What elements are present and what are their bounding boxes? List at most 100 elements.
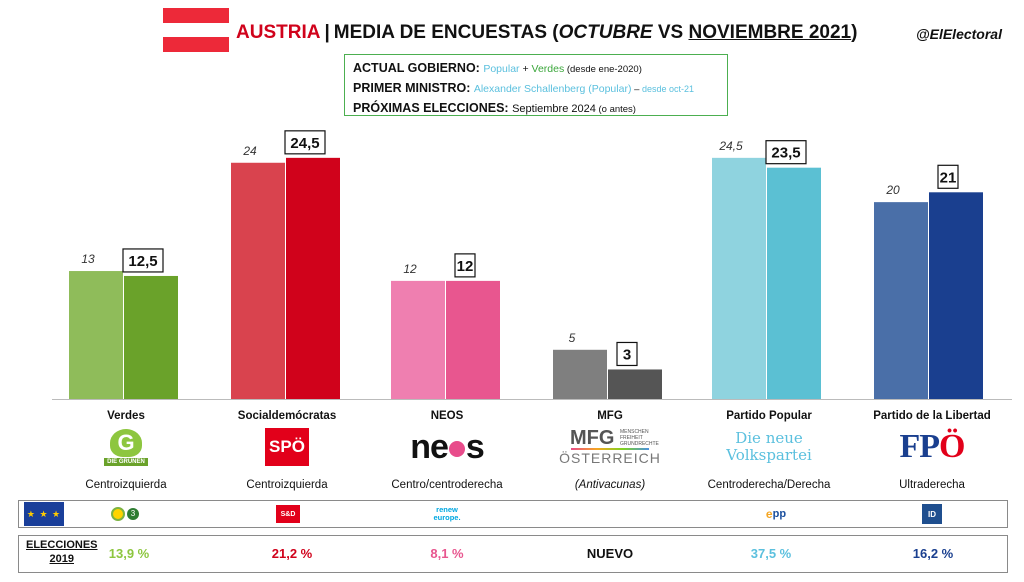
- label-octubre-verdes: 13: [81, 252, 95, 266]
- pm-dash: –: [631, 84, 642, 95]
- mfg-logo-bottom: ÖSTERREICH: [559, 450, 661, 467]
- title-post: ): [851, 22, 858, 43]
- elections-value-mfg: NUEVO: [586, 546, 634, 561]
- label-noviembre-neos: 12: [457, 258, 474, 275]
- bar-octubre-verdes: [69, 271, 123, 399]
- info-pm: PRIMER MINISTRO: Alexander Schallenberg …: [353, 79, 719, 99]
- bar-noviembre-fpo: [929, 192, 983, 399]
- flag-stripe-top: [163, 8, 229, 23]
- gov-label: ACTUAL GOBIERNO:: [353, 61, 480, 75]
- verdes-logo-mark: G: [110, 428, 142, 457]
- pm-since: desde oct-21: [642, 84, 695, 94]
- verdes-logo: G DIE GRÜNEN: [71, 425, 181, 469]
- label-box-noviembre-spo: [284, 130, 326, 155]
- label-box-noviembre-neos: [454, 253, 476, 278]
- s-and-d-icon: S&D: [276, 505, 300, 523]
- party-name-neos: NEOS: [430, 410, 464, 422]
- ideology-neos: Centro/centroderecha: [391, 479, 503, 491]
- neos-logo-dot: [448, 440, 465, 457]
- europe-text: europe.: [433, 513, 461, 522]
- elections-value-fpo: 16,2 %: [912, 546, 954, 561]
- elections-label-line1: ELECCIONES: [26, 539, 98, 551]
- fpo-logo-fp: FP: [899, 428, 941, 465]
- info-government: ACTUAL GOBIERNO: Popular + Verdes (desde…: [353, 59, 719, 79]
- title-vs: VS: [652, 22, 689, 43]
- neos-logo: ne s: [392, 425, 502, 469]
- ovp-logo-line1: Die neue: [735, 429, 803, 447]
- party-name-verdes: Verdes: [107, 410, 145, 422]
- epp-text: pp: [772, 508, 787, 520]
- ideology-spo: Centroizquierda: [246, 479, 328, 491]
- bar-noviembre-ovp: [767, 167, 821, 399]
- renew-text: renew: [436, 505, 458, 514]
- label-noviembre-mfg: 3: [623, 346, 631, 363]
- elections-2019-label: ELECCIONES 2019: [26, 538, 98, 566]
- neos-logo-ne: ne: [410, 427, 449, 466]
- elections-value-spo: 21,2 %: [271, 546, 313, 561]
- ideology-verdes: Centroizquierda: [85, 479, 167, 491]
- mfg-logo-small: MENSCHEN FREIHEIT GRUNDRECHTE: [620, 429, 659, 448]
- title-month-a: OCTUBRE: [558, 22, 653, 43]
- elections-value-neos: 8,1 %: [430, 546, 464, 561]
- flag-stripe-bottom: [163, 37, 229, 52]
- label-box-noviembre-mfg: [616, 341, 638, 367]
- bar-noviembre-neos: [446, 280, 500, 399]
- mfg-logo-letters: MFG: [570, 427, 615, 450]
- chart-baseline: [52, 399, 1012, 400]
- twitter-handle: @ElElectoral: [915, 26, 1002, 42]
- bar-octubre-spo: [231, 162, 285, 399]
- bar-noviembre-mfg: [608, 369, 662, 399]
- ideology-mfg: (Antivacunas): [574, 479, 646, 491]
- greens-efa-sun: [111, 507, 125, 521]
- greens-efa-icon: 3: [108, 504, 142, 524]
- label-noviembre-fpo: 21: [940, 169, 957, 186]
- gov-party-1: Popular: [483, 63, 520, 75]
- label-box-noviembre-fpo: [937, 164, 959, 189]
- epp-mark: e: [765, 507, 773, 521]
- bar-noviembre-spo: [286, 157, 340, 399]
- label-octubre-spo: 24: [242, 144, 257, 158]
- renew-europe-icon: renew europe.: [420, 504, 474, 524]
- mfg-logo: MFG MENSCHEN FREIHEIT GRUNDRECHTE ÖSTERR…: [555, 425, 665, 469]
- mfg-logo-stripe: [571, 448, 649, 451]
- title-separator: |: [324, 22, 330, 43]
- austria-flag: [163, 8, 229, 52]
- title-country: AUSTRIA: [236, 22, 321, 43]
- label-octubre-ovp: 24,5: [718, 139, 743, 153]
- flag-stripe-middle: [163, 22, 229, 38]
- epp-icon: e pp: [758, 504, 794, 524]
- elections-label: PRÓXIMAS ELECCIONES:: [353, 101, 509, 115]
- party-name-ovp: Partido Popular: [726, 410, 812, 422]
- bar-noviembre-verdes: [124, 275, 178, 399]
- info-elections: PRÓXIMAS ELECCIONES: Septiembre 2024 (o …: [353, 99, 719, 119]
- gov-plus: +: [519, 63, 532, 75]
- title-pre: MEDIA DE ENCUESTAS (: [333, 22, 559, 43]
- identity-democracy-icon: ID: [922, 504, 942, 524]
- elections-2019-row: [18, 535, 1008, 573]
- spo-logo-box: SPÖ: [265, 428, 309, 466]
- bar-octubre-fpo: [874, 202, 928, 399]
- bar-octubre-neos: [391, 280, 445, 399]
- eu-groups-row: [18, 500, 1008, 528]
- fpo-logo-text: FPÖ: [899, 428, 966, 466]
- elections-date: Septiembre 2024: [512, 103, 596, 115]
- verdes-logo-tag: DIE GRÜNEN: [104, 457, 148, 466]
- ovp-logo: Die neue Volkspartei: [714, 425, 824, 469]
- ideology-ovp: Centroderecha/Derecha: [707, 479, 831, 491]
- fpo-logo-o: Ö: [939, 428, 965, 465]
- neos-logo-s: s: [465, 427, 485, 466]
- label-noviembre-ovp: 23,5: [771, 145, 800, 162]
- elections-value-verdes: 13,9 %: [108, 546, 150, 561]
- ideology-fpo: Ultraderecha: [899, 479, 965, 491]
- pm-label: PRIMER MINISTRO:: [353, 81, 471, 95]
- label-octubre-neos: 12: [403, 262, 417, 276]
- pm-name: Alexander Schallenberg (Popular): [473, 83, 632, 95]
- info-box: ACTUAL GOBIERNO: Popular + Verdes (desde…: [344, 54, 728, 116]
- mfg-logo-top: MFG MENSCHEN FREIHEIT GRUNDRECHTE: [570, 427, 659, 450]
- bar-octubre-mfg: [553, 349, 607, 399]
- gov-party-2: Verdes: [531, 63, 565, 75]
- party-name-mfg: MFG: [597, 410, 623, 422]
- elections-value-ovp: 37,5 %: [750, 546, 792, 561]
- elections-label-line2: 2019: [49, 553, 74, 565]
- spo-logo: SPÖ: [232, 425, 342, 469]
